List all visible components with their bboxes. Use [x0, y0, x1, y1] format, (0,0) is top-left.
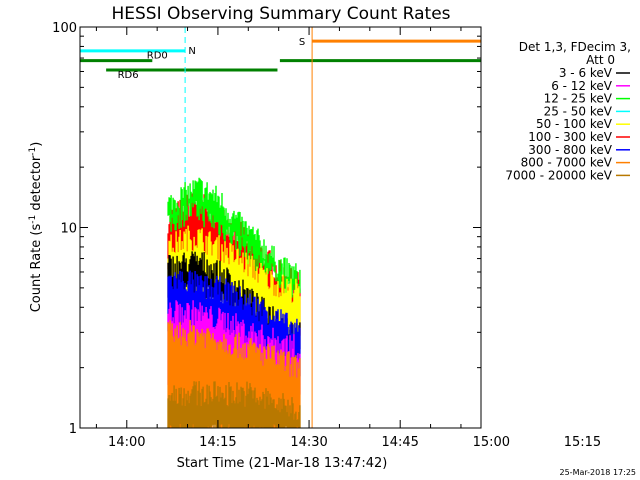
legend-label: 100 - 300 keV [528, 130, 612, 144]
series-trace-7 [167, 381, 301, 428]
plot-area: S N RD0 RD6 [80, 27, 481, 428]
x-tick-label: 14:15 [199, 435, 236, 450]
legend-label: 7000 - 20000 keV [505, 168, 612, 182]
axes: 1 10 100 14:00 14:15 14:30 14:45 15:00 15:15 [52, 21, 601, 450]
series-trace-6 [167, 320, 301, 428]
x-tick-label: 15:15 [564, 435, 601, 450]
segment-label-s: S [299, 37, 305, 48]
legend-label: 3 - 6 keV [559, 66, 613, 80]
legend-title-line-1: Det 1,3, FDecim 3, [519, 40, 631, 54]
x-tick-label: 14:00 [108, 435, 145, 450]
segment-label-rd6: RD6 [118, 70, 139, 81]
x-axis-label: Start Time (21-Mar-18 13:47:42) [177, 456, 388, 471]
x-tick-label: 14:30 [290, 435, 327, 450]
series-trace-1 [167, 177, 301, 299]
segment-label-rd0: RD0 [147, 51, 168, 62]
legend-title-line-2: Att 0 [586, 53, 615, 67]
legend-label: 12 - 25 keV [544, 92, 613, 106]
footer-timestamp: 25-Mar-2018 17:25 [560, 468, 637, 477]
segment-label-n: N [188, 46, 195, 57]
y-tick-label: 10 [60, 222, 77, 237]
y-tick-label: 100 [52, 21, 77, 36]
legend-label: 300 - 800 keV [528, 143, 612, 157]
y-tick-label: 1 [69, 422, 77, 437]
chart-title: HESSI Observing Summary Count Rates [111, 4, 450, 24]
legend-label: 6 - 12 keV [551, 79, 613, 93]
legend-label: 25 - 50 keV [544, 104, 613, 118]
y-axis-label: Count Rate (s-1 detector-1) [28, 142, 44, 313]
legend-label: 50 - 100 keV [536, 117, 613, 131]
x-tick-label: 15:00 [473, 435, 510, 450]
legend-label: 800 - 7000 keV [521, 156, 613, 170]
x-tick-label: 14:45 [381, 435, 418, 450]
